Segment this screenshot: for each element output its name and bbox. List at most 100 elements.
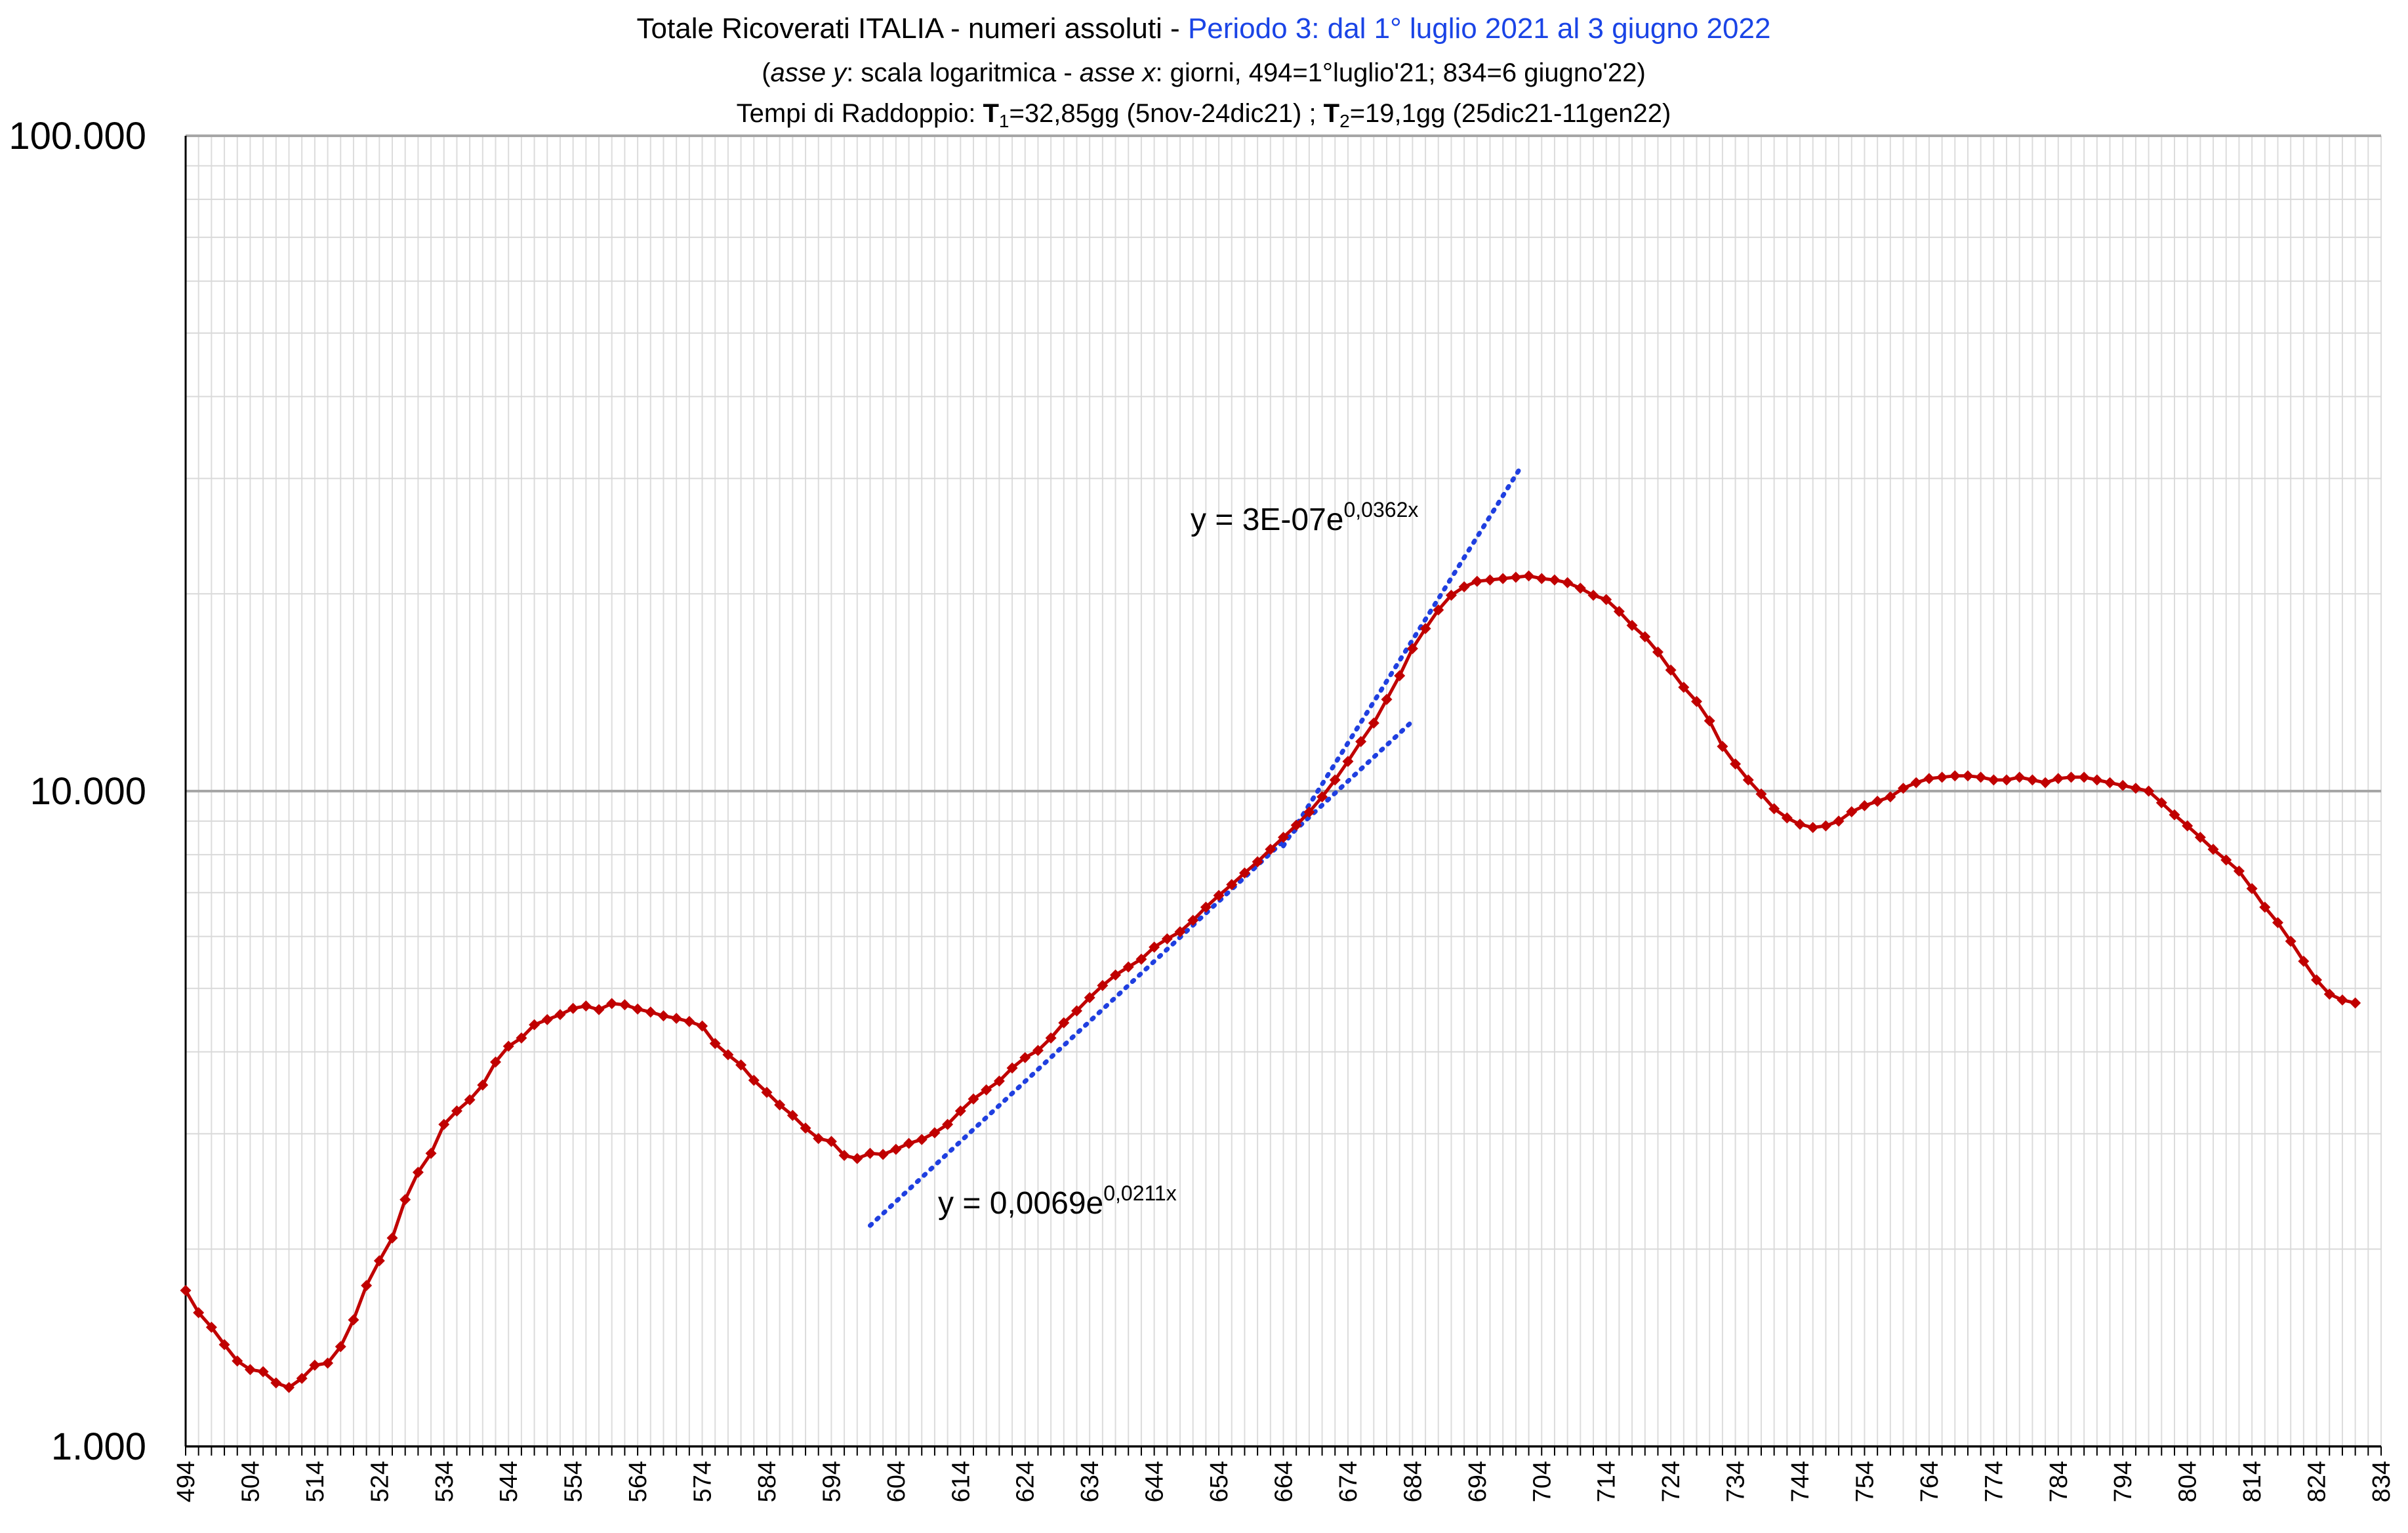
data-point — [1510, 571, 1522, 583]
data-point — [1303, 806, 1315, 818]
data-point — [1807, 821, 1819, 833]
data-point — [1936, 771, 1948, 783]
x-tick-label: 524 — [366, 1461, 394, 1502]
data-point — [722, 1049, 734, 1061]
x-tick-label: 494 — [173, 1461, 200, 1502]
data-point — [1678, 682, 1690, 693]
data-point — [2001, 774, 2012, 786]
data-point — [1846, 806, 1858, 817]
data-point — [838, 1149, 850, 1161]
data-point — [864, 1147, 876, 1159]
data-point — [580, 1000, 592, 1012]
data-point — [1858, 800, 1870, 811]
data-point — [1433, 604, 1444, 616]
data-point — [632, 1003, 643, 1015]
data-point — [1691, 695, 1703, 707]
trend-equation-1-exponent: 0,0211x — [1103, 1181, 1177, 1205]
data-point — [890, 1143, 902, 1155]
data-point — [1820, 820, 1831, 832]
x-tick-label: 654 — [1206, 1461, 1233, 1502]
data-point — [1419, 623, 1431, 634]
doubling-t1-text: =32,85gg (5nov-24dic21) ; — [1009, 99, 1323, 128]
data-point — [2130, 783, 2142, 794]
data-point — [1316, 791, 1328, 803]
data-point — [1058, 1017, 1070, 1029]
data-point — [386, 1232, 398, 1244]
data-point — [1549, 574, 1561, 586]
data-point — [1097, 979, 1109, 991]
data-point — [1226, 879, 1238, 891]
data-point — [541, 1013, 553, 1025]
x-tick-label: 704 — [1528, 1461, 1556, 1502]
subtitle-open-paren: ( — [762, 58, 771, 87]
data-point — [2091, 774, 2103, 786]
x-tick-label: 624 — [1012, 1461, 1040, 1502]
data-point — [1781, 812, 1793, 824]
data-point — [1265, 844, 1276, 855]
data-point — [1342, 756, 1354, 767]
data-point — [993, 1075, 1005, 1087]
data-point — [399, 1194, 411, 1206]
data-point — [825, 1135, 837, 1147]
data-point — [942, 1118, 954, 1130]
trend-equation-2: y = 3E-07e0,0362x — [1191, 498, 1418, 537]
data-point — [2285, 935, 2296, 947]
doubling-times: Tempi di Raddoppio: T1=32,85gg (5nov-24d… — [737, 99, 1671, 131]
series-ricoverati — [180, 570, 2361, 1393]
data-point — [464, 1094, 476, 1106]
data-point — [1626, 619, 1638, 631]
data-point — [1032, 1044, 1044, 1056]
data-point — [425, 1147, 437, 1159]
data-point — [1898, 783, 1909, 794]
x-tick-label: 674 — [1335, 1461, 1362, 1502]
data-point — [735, 1059, 747, 1071]
data-point — [2350, 997, 2361, 1009]
data-point — [981, 1084, 992, 1095]
trend-equation-2-base: y = 3E-07e — [1191, 502, 1343, 537]
trendline-2 — [1281, 462, 1525, 849]
data-point — [502, 1040, 514, 1052]
data-point — [2337, 994, 2348, 1006]
data-point — [1174, 926, 1186, 937]
data-point — [916, 1134, 928, 1145]
data-point — [1213, 889, 1225, 901]
x-tick-label: 754 — [1851, 1461, 1879, 1502]
trend-equation-1-base: y = 0,0069e — [938, 1186, 1103, 1221]
data-point — [1923, 773, 1935, 785]
grid — [185, 134, 2382, 1448]
data-point — [1587, 589, 1599, 601]
data-point — [657, 1010, 669, 1022]
data-point — [2298, 955, 2310, 967]
x-tick-label: 564 — [624, 1461, 652, 1502]
data-point — [477, 1079, 489, 1091]
x-tick-label: 774 — [1980, 1461, 2008, 1502]
data-point — [1949, 770, 1961, 782]
data-point — [697, 1020, 708, 1032]
data-point — [516, 1032, 527, 1044]
data-point — [1484, 574, 1496, 586]
data-point — [968, 1093, 979, 1105]
data-point — [1613, 605, 1625, 617]
data-point — [1161, 933, 1173, 945]
doubling-t2-sub: 2 — [1339, 111, 1350, 131]
x-tick-label: 544 — [495, 1461, 523, 1502]
data-point — [1458, 581, 1470, 593]
data-point — [670, 1012, 682, 1024]
data-point — [1135, 953, 1147, 965]
data-point — [2207, 844, 2219, 855]
data-point — [1523, 570, 1535, 582]
chart-title-period: Periodo 3: dal 1° luglio 2021 al 3 giugn… — [1188, 12, 1771, 45]
x-tick-label: 794 — [2110, 1461, 2137, 1502]
data-point — [2259, 901, 2271, 913]
data-point — [2039, 777, 2051, 788]
x-tick-label: 594 — [818, 1461, 846, 1502]
x-tick-label: 834 — [2368, 1461, 2396, 1502]
data-point — [2194, 832, 2206, 843]
x-tick-label: 514 — [302, 1461, 329, 1502]
data-point — [1742, 774, 1754, 786]
data-point — [1278, 832, 1289, 843]
doubling-t2: T — [1324, 99, 1339, 128]
chart-subtitle: (asse y: scala logaritmica - asse x: gio… — [762, 58, 1646, 87]
data-point — [1717, 741, 1728, 752]
data-point — [2155, 797, 2167, 809]
